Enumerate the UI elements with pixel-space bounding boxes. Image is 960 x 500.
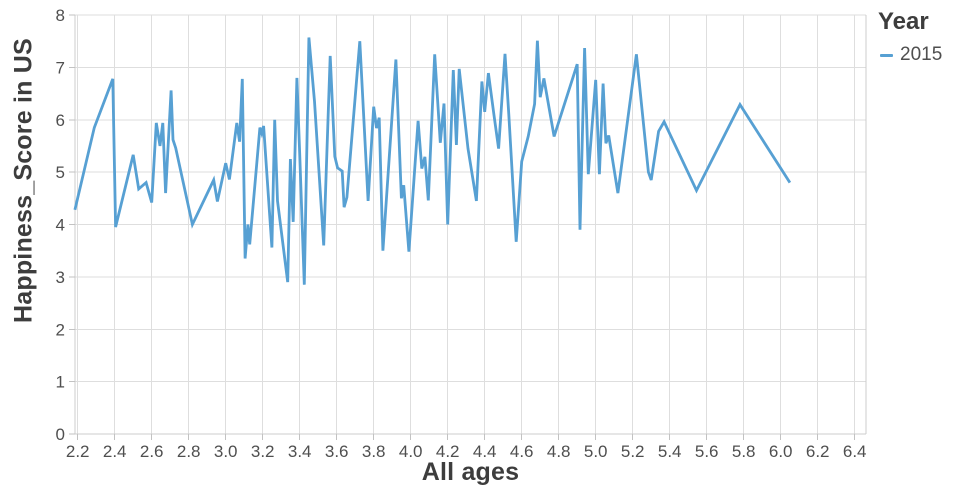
x-tick-label: 6.2 (806, 442, 830, 461)
legend-title: Year (878, 8, 929, 35)
x-tick-label: 2.4 (103, 442, 127, 461)
y-tick-label: 0 (56, 425, 65, 444)
y-tick-label: 4 (56, 216, 65, 235)
x-tick-label: 3.2 (251, 442, 275, 461)
y-tick-label: 7 (56, 58, 65, 77)
x-tick-label: 6.0 (769, 442, 793, 461)
x-tick-label: 2.8 (177, 442, 201, 461)
x-tick-label: 3.0 (214, 442, 238, 461)
x-tick-label: 2.6 (140, 442, 164, 461)
y-tick-label: 1 (56, 373, 65, 392)
y-tick-label: 8 (56, 6, 65, 25)
x-tick-label: 6.4 (843, 442, 867, 461)
y-tick-label: 2 (56, 320, 65, 339)
x-tick-label: 4.6 (510, 442, 534, 461)
x-tick-label: 4.2 (436, 442, 460, 461)
x-tick-label: 5.8 (732, 442, 756, 461)
x-tick-label: 3.8 (362, 442, 386, 461)
x-tick-label: 4.8 (547, 442, 571, 461)
x-tick-label: 4.4 (473, 442, 497, 461)
x-tick-label: 3.6 (325, 442, 349, 461)
y-tick-label: 5 (56, 163, 65, 182)
happiness-score-line-2015 (73, 37, 792, 285)
legend: Year 2015 (878, 8, 942, 66)
x-tick-label: 4.0 (399, 442, 423, 461)
y-tick-label: 6 (56, 111, 65, 130)
y-tick-label: 3 (56, 268, 65, 287)
x-tick-label: 5.4 (658, 442, 682, 461)
x-tick-label: 5.0 (584, 442, 608, 461)
legend-item-2015[interactable]: 2015 (880, 44, 942, 66)
x-tick-label: 3.4 (288, 442, 312, 461)
x-tick-label: 2.2 (66, 442, 90, 461)
line-swatch-icon (880, 53, 893, 57)
x-tick-label: 5.6 (695, 442, 719, 461)
x-axis-title: All ages (421, 458, 520, 486)
x-tick-label: 5.2 (621, 442, 645, 461)
legend-item-label: 2015 (900, 44, 943, 65)
y-axis-title: Happiness_Score in US (9, 38, 38, 324)
